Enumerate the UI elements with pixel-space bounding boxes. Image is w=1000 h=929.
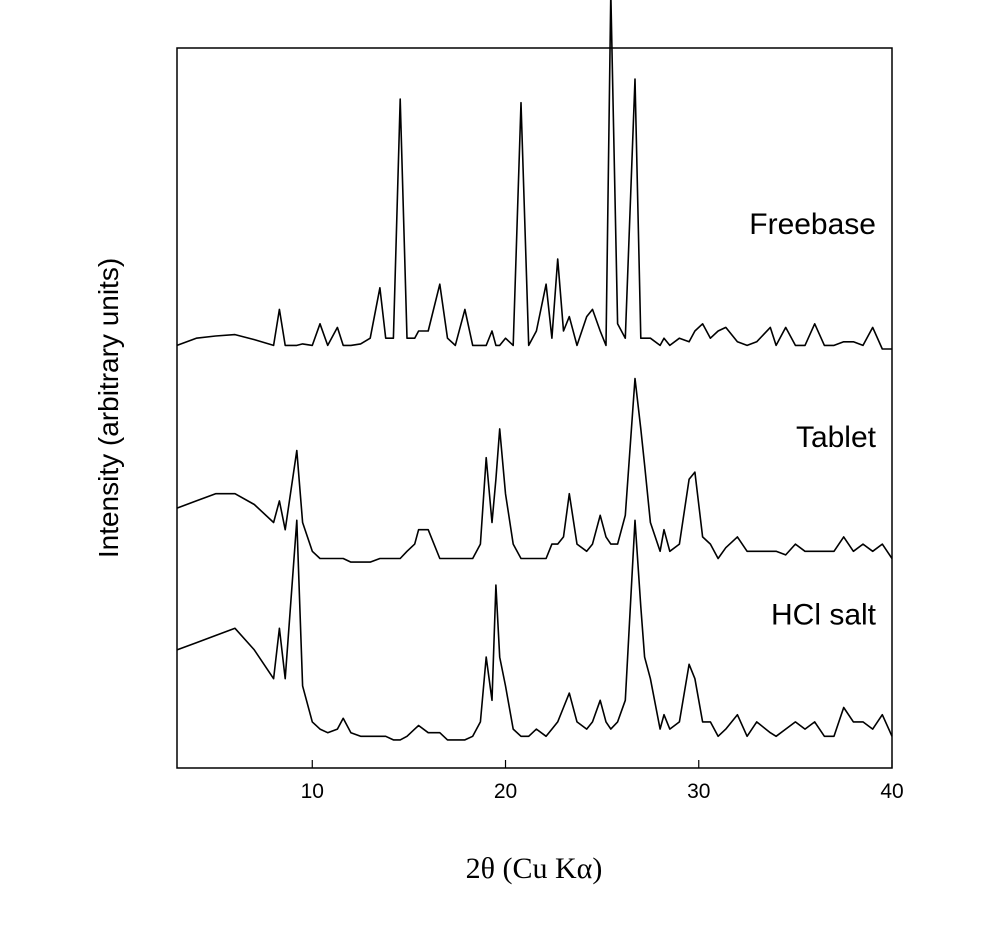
x-tick-label: 30 [687, 780, 710, 803]
x-tick-label: 20 [494, 780, 517, 803]
series-label-tablet: Tablet [796, 421, 877, 454]
series-line-hcl-salt [176, 519, 893, 741]
x-tick-label: 40 [880, 780, 903, 803]
series-line-freebase [176, 0, 892, 350]
series-line-tablet [176, 377, 893, 563]
x-axis-ticks [311, 760, 893, 768]
x-tick-label: 10 [301, 780, 324, 803]
plot-frame [176, 47, 893, 769]
pattern-traces [176, 0, 893, 741]
x-axis-title: 2θ (Cu Kα) [466, 852, 603, 885]
x-axis-tick-labels: 10 20 30 40 [301, 780, 904, 803]
series-label-freebase: Freebase [749, 208, 876, 241]
y-axis-title: Intensity (arbitrary units) [93, 258, 124, 558]
series-label-hcl-salt: HCl salt [771, 599, 877, 632]
series-labels: Freebase Tablet HCl salt [749, 208, 876, 632]
